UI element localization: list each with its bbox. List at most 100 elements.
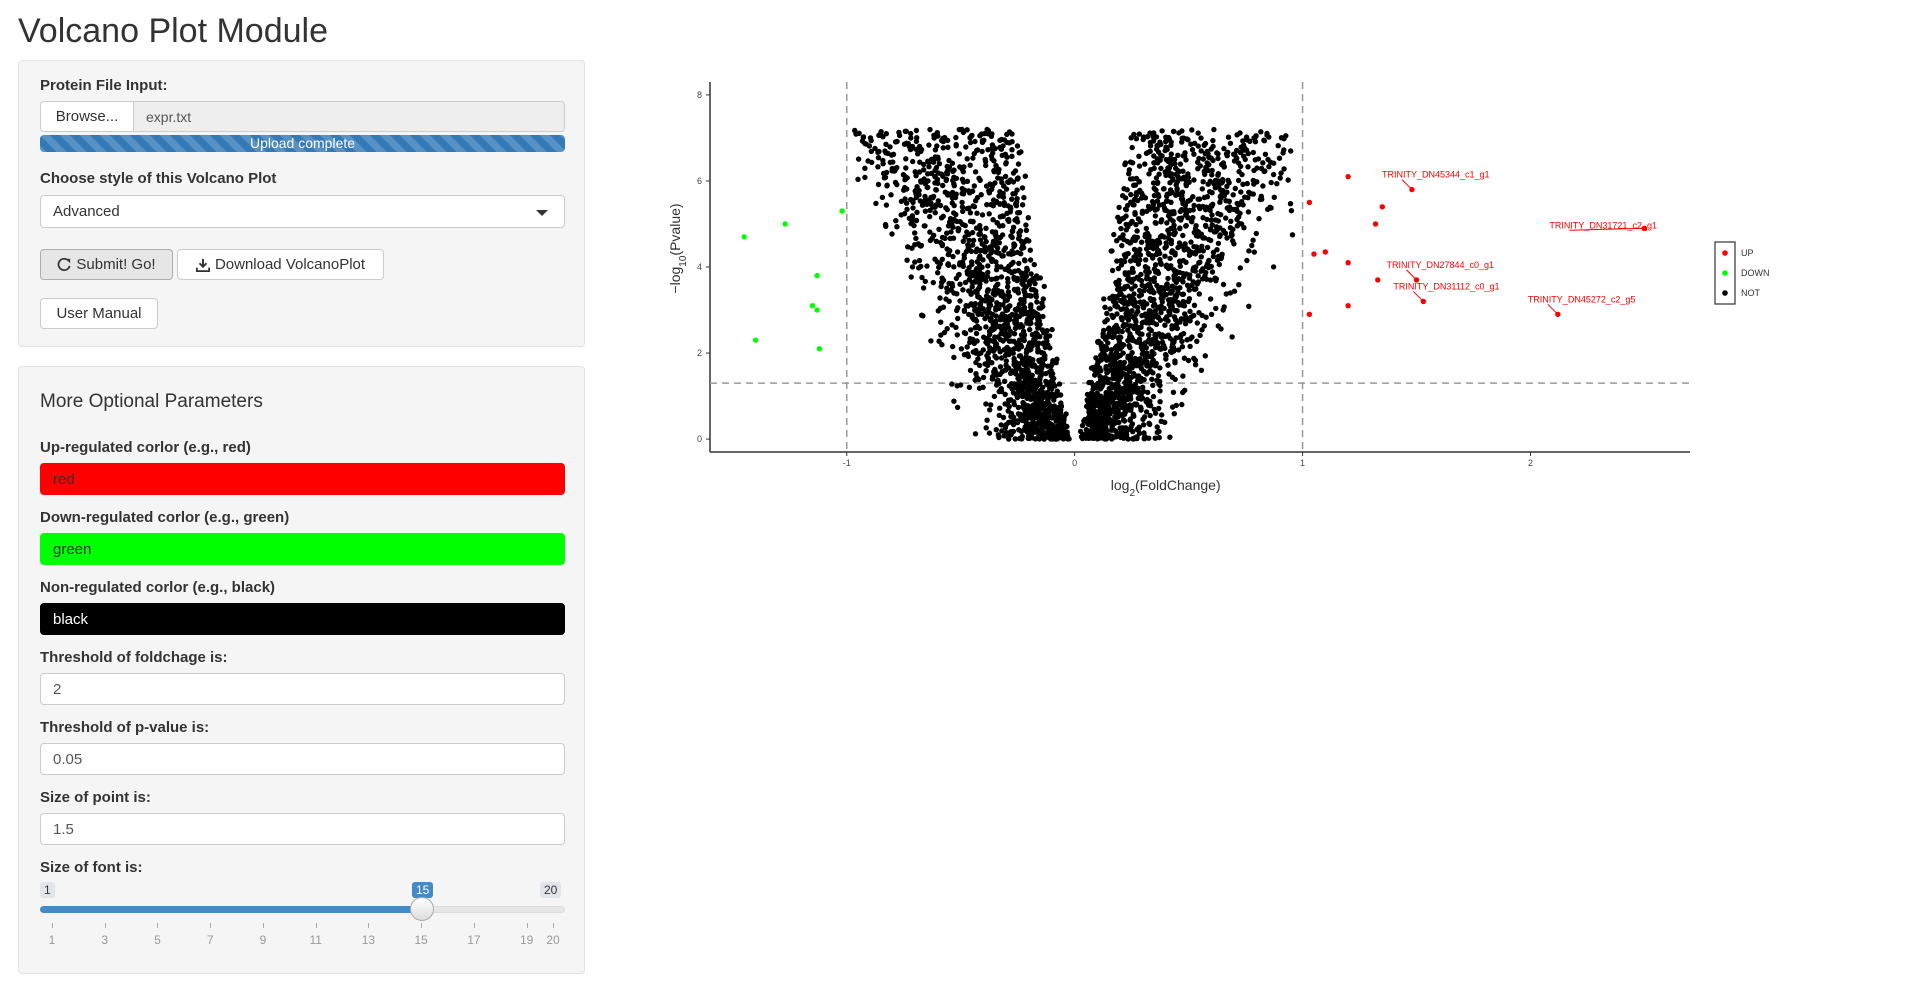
p-threshold-input[interactable]: 0.05 <box>40 743 565 775</box>
not-regulated-point <box>987 407 993 413</box>
not-regulated-point <box>1026 393 1033 399</box>
not-regulated-point <box>1119 242 1125 249</box>
not-regulated-point <box>1021 257 1028 263</box>
not-regulated-point <box>889 231 895 237</box>
not-regulated-point <box>1170 389 1177 395</box>
not-regulated-point <box>894 224 900 230</box>
not-regulated-point <box>1198 268 1204 274</box>
not-regulated-point <box>1119 341 1125 348</box>
not-regulated-point <box>1251 167 1257 174</box>
not-regulated-point <box>862 140 868 147</box>
not-regulated-point <box>992 353 998 359</box>
download-button[interactable]: Download VolcanoPlot <box>177 249 384 280</box>
not-regulated-point <box>1016 364 1022 370</box>
slider-grid-tick <box>368 923 370 928</box>
not-regulated-point <box>1103 345 1110 351</box>
not-regulated-point <box>1131 370 1137 377</box>
not-regulated-point <box>998 264 1004 270</box>
not-regulated-point <box>1235 160 1242 166</box>
not-regulated-point <box>1110 371 1116 378</box>
not-regulated-point <box>973 359 979 366</box>
y-tick-label: 8 <box>697 90 702 100</box>
not-regulated-point <box>973 330 980 337</box>
not-regulated-point <box>1099 375 1106 381</box>
not-regulated-point <box>967 210 974 216</box>
not-regulated-point <box>1147 139 1154 146</box>
not-regulated-point <box>928 201 934 208</box>
font-size-slider-handle[interactable] <box>410 897 434 921</box>
not-regulated-point <box>959 204 966 210</box>
not-regulated-point <box>1163 356 1169 362</box>
not-regulated-point <box>1077 428 1084 435</box>
not-regulated-point <box>1027 326 1033 333</box>
not-regulated-point <box>1000 302 1006 308</box>
not-regulated-point <box>933 187 939 193</box>
not-regulated-point <box>1030 276 1036 282</box>
not-regulated-point <box>1005 216 1012 223</box>
not-regulated-point <box>883 141 889 147</box>
not-regulated-point <box>1022 412 1029 418</box>
file-name-field[interactable]: expr.txt <box>134 101 565 132</box>
not-regulated-point <box>983 425 989 431</box>
not-regulated-point <box>1035 275 1041 281</box>
not-regulated-point <box>1168 151 1174 157</box>
not-regulated-point <box>967 336 973 342</box>
not-regulated-point <box>978 192 984 198</box>
down-color-input[interactable]: green <box>40 533 565 565</box>
not-regulated-point <box>1145 389 1151 396</box>
not-regulated-point <box>1151 275 1158 281</box>
not-regulated-point <box>1198 254 1204 260</box>
not-regulated-point <box>927 213 933 220</box>
up-color-label: Up-regulated corlor (e.g., red) <box>40 439 251 456</box>
not-regulated-point <box>1199 243 1205 249</box>
not-regulated-point <box>1162 169 1168 175</box>
not-regulated-point <box>868 148 874 155</box>
up-regulated-point <box>1379 204 1386 210</box>
not-regulated-point <box>999 369 1005 375</box>
slider-grid-label: 17 <box>467 933 481 947</box>
not-regulated-point <box>1006 268 1012 274</box>
not-regulated-point <box>1136 293 1143 299</box>
fold-threshold-input[interactable]: 2 <box>40 673 565 705</box>
x-axis-label: log2(FoldChange) <box>1111 477 1221 499</box>
not-regulated-point <box>962 330 969 337</box>
not-regulated-point <box>902 196 908 202</box>
not-regulated-point <box>1179 291 1186 298</box>
not-regulated-point <box>1146 171 1152 177</box>
not-regulated-point <box>1139 320 1145 326</box>
user-manual-button[interactable]: User Manual <box>40 298 158 329</box>
style-select[interactable]: Advanced <box>40 195 565 228</box>
not-regulated-point <box>1231 158 1238 164</box>
x-tick-label: 1 <box>1300 458 1305 468</box>
not-regulated-point <box>974 246 980 252</box>
not-regulated-point <box>1028 302 1034 308</box>
non-color-input[interactable]: black <box>40 603 565 635</box>
point-size-input[interactable]: 1.5 <box>40 813 565 845</box>
not-regulated-point <box>1171 273 1177 279</box>
not-regulated-point <box>1176 240 1183 246</box>
not-regulated-point <box>1152 344 1159 351</box>
browse-button[interactable]: Browse... <box>40 101 134 132</box>
not-regulated-point <box>1153 175 1160 181</box>
not-regulated-point <box>900 172 907 178</box>
not-regulated-point <box>1079 433 1085 439</box>
not-regulated-point <box>1203 207 1209 213</box>
not-regulated-point <box>1161 305 1167 312</box>
not-regulated-point <box>1089 410 1096 416</box>
not-regulated-point <box>1025 376 1031 383</box>
up-color-input[interactable]: red <box>40 463 565 495</box>
submit-button[interactable]: Submit! Go! <box>40 249 173 280</box>
not-regulated-point <box>1215 178 1221 184</box>
not-regulated-point <box>1020 282 1027 288</box>
not-regulated-point <box>935 198 941 204</box>
not-regulated-point <box>1009 139 1015 145</box>
down-color-label: Down-regulated corlor (e.g., green) <box>40 509 290 526</box>
not-regulated-point <box>945 261 951 267</box>
not-regulated-point <box>1083 426 1090 433</box>
not-regulated-point <box>926 142 932 148</box>
not-regulated-point <box>983 238 989 245</box>
not-regulated-point <box>875 149 881 155</box>
not-regulated-point <box>1191 140 1198 146</box>
not-regulated-point <box>984 417 990 423</box>
not-regulated-point <box>1092 398 1098 404</box>
